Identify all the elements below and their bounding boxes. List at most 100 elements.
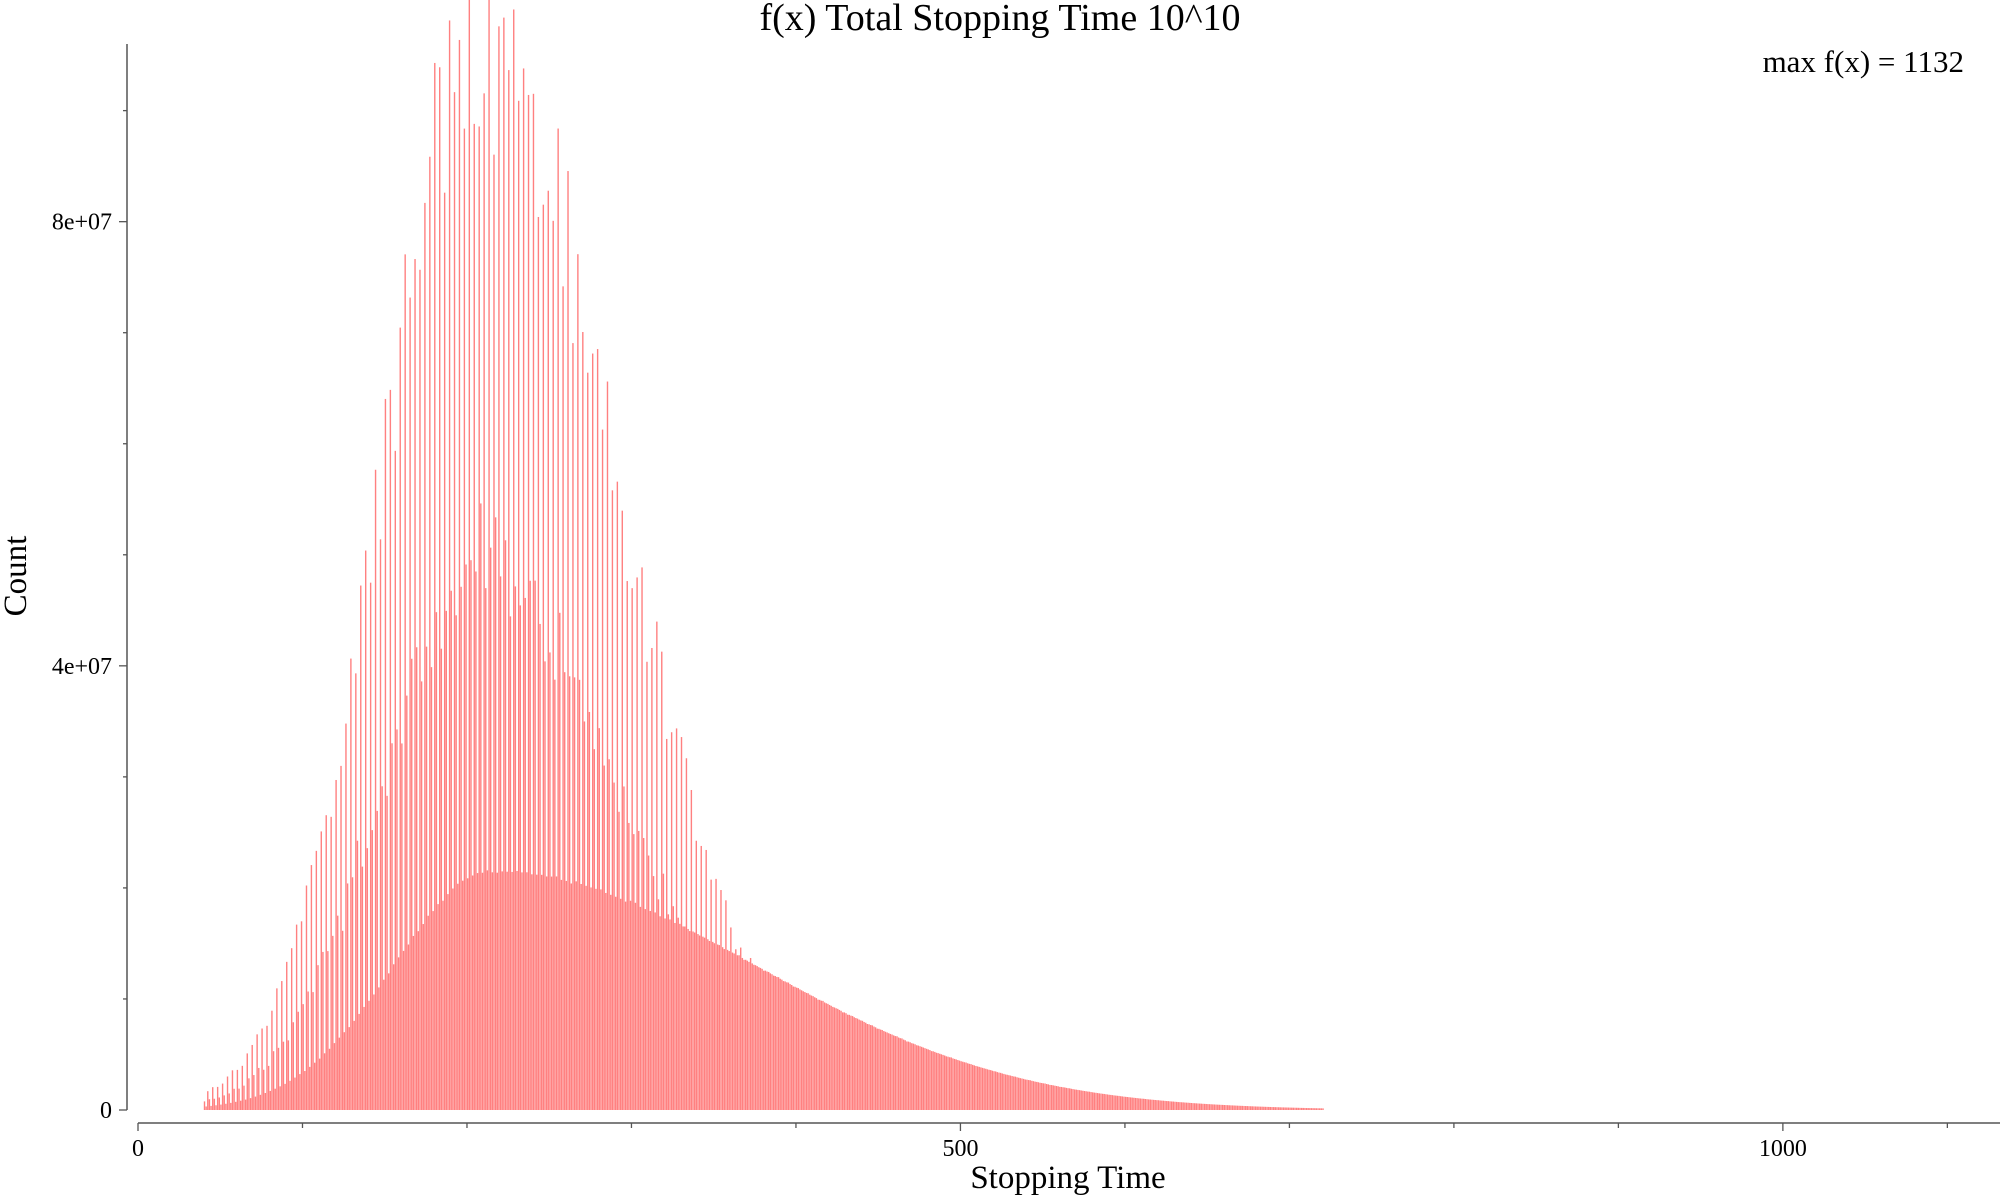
histogram-bar (1194, 1103, 1196, 1110)
histogram-bar (246, 1053, 248, 1110)
histogram-bar (649, 910, 651, 1110)
histogram-bar (1175, 1101, 1178, 1110)
histogram-bar (213, 1098, 216, 1110)
x-axis-label: Stopping Time (970, 1160, 1165, 1196)
histogram-bar (314, 1062, 316, 1110)
histogram-bar (494, 517, 497, 1110)
histogram-bar (1108, 1094, 1110, 1110)
histogram-bar (680, 737, 683, 1110)
histogram-bar (1077, 1089, 1079, 1110)
histogram-bar (552, 220, 554, 1110)
histogram-bar (1044, 1083, 1046, 1110)
histogram-bar (216, 1086, 219, 1110)
histogram-bar (1133, 1097, 1135, 1110)
histogram-bar (238, 1088, 240, 1110)
histogram-bar (537, 216, 540, 1111)
histogram-bar (1032, 1081, 1035, 1110)
histogram-bar (858, 1019, 860, 1110)
histogram-bar (1286, 1107, 1288, 1110)
x-tick-label: 1000 (1759, 1136, 1807, 1162)
histogram-bar (1274, 1107, 1277, 1110)
histogram-bar (353, 1020, 355, 1110)
histogram-bar (769, 973, 772, 1110)
histogram-bar (1268, 1106, 1270, 1110)
histogram-bar (899, 1038, 901, 1110)
histogram-bar (986, 1069, 989, 1110)
histogram-bar (670, 732, 673, 1110)
histogram-bar (654, 912, 656, 1110)
histogram-bar (1018, 1077, 1020, 1110)
histogram-bar (287, 1040, 290, 1110)
histogram-bar (419, 269, 421, 1110)
histogram-bar (394, 450, 396, 1111)
histogram-bar (309, 1066, 311, 1110)
histogram-bar (955, 1059, 957, 1110)
histogram-bar (825, 1003, 827, 1110)
histogram-bar (348, 1027, 350, 1110)
histogram-bar (1305, 1108, 1308, 1110)
histogram-bar (1246, 1106, 1249, 1110)
histogram-bar (909, 1042, 911, 1110)
histogram-bar (503, 17, 505, 1111)
histogram-bar (582, 332, 584, 1110)
histogram-bar (985, 1068, 987, 1110)
histogram-bar (536, 874, 538, 1110)
histogram-bar (361, 866, 364, 1110)
histogram-bar (562, 286, 564, 1111)
histogram-bar (999, 1072, 1002, 1110)
histogram-bar (1080, 1090, 1082, 1110)
y-tick-label: 8e+07 (52, 210, 112, 236)
histogram-bar (807, 993, 809, 1110)
histogram-bar (559, 612, 561, 1110)
histogram-bar (893, 1035, 895, 1110)
histogram-bar (1185, 1102, 1188, 1110)
histogram-bar (318, 1058, 321, 1110)
histogram-bar (1266, 1106, 1268, 1110)
histogram-bar (509, 616, 512, 1110)
histogram-bar (1147, 1099, 1150, 1110)
histogram-bar (593, 749, 596, 1110)
histogram-bar (874, 1027, 877, 1110)
histogram-bar (1281, 1107, 1283, 1110)
histogram-bar (1016, 1077, 1018, 1110)
histogram-bar (374, 469, 377, 1110)
histogram-bar (1238, 1105, 1240, 1110)
histogram-bar (208, 1099, 211, 1110)
histogram-bar (929, 1050, 931, 1110)
histogram-bar (366, 848, 369, 1110)
histogram-bar (721, 947, 724, 1110)
histogram-bar (846, 1014, 849, 1110)
histogram-bar (294, 1077, 296, 1110)
histogram-bar (906, 1041, 908, 1110)
histogram-bar (434, 62, 436, 1111)
histogram-bar (815, 998, 818, 1110)
histogram-bar (786, 982, 788, 1110)
histogram-bar (1277, 1107, 1280, 1110)
histogram-bar (1138, 1098, 1140, 1110)
histogram-bar (233, 1088, 235, 1110)
histogram-bar (817, 999, 819, 1110)
histogram-bar (220, 1104, 222, 1110)
histogram-bar (725, 900, 727, 1110)
histogram-bar (297, 1011, 299, 1110)
histogram-bar (1235, 1105, 1237, 1110)
histogram-bar (1060, 1086, 1063, 1110)
histogram-bar (666, 738, 668, 1110)
histogram-bar (473, 123, 475, 1111)
histogram-bar (437, 904, 439, 1110)
histogram-bar (439, 67, 441, 1110)
histogram-bar (575, 881, 577, 1110)
histogram-bar (943, 1055, 946, 1110)
histogram-bar (261, 1028, 263, 1110)
histogram-bar (863, 1021, 865, 1110)
histogram-bar (754, 965, 757, 1110)
histogram-bar (1307, 1108, 1309, 1110)
histogram-bar (684, 926, 686, 1110)
histogram-bar (904, 1040, 906, 1110)
histogram-bar (587, 372, 589, 1110)
histogram-bar (585, 885, 587, 1110)
histogram-bar (1096, 1093, 1099, 1110)
histogram-bar (595, 888, 597, 1110)
histogram-bar (1072, 1089, 1074, 1110)
y-tick-label: 0 (100, 1098, 112, 1124)
